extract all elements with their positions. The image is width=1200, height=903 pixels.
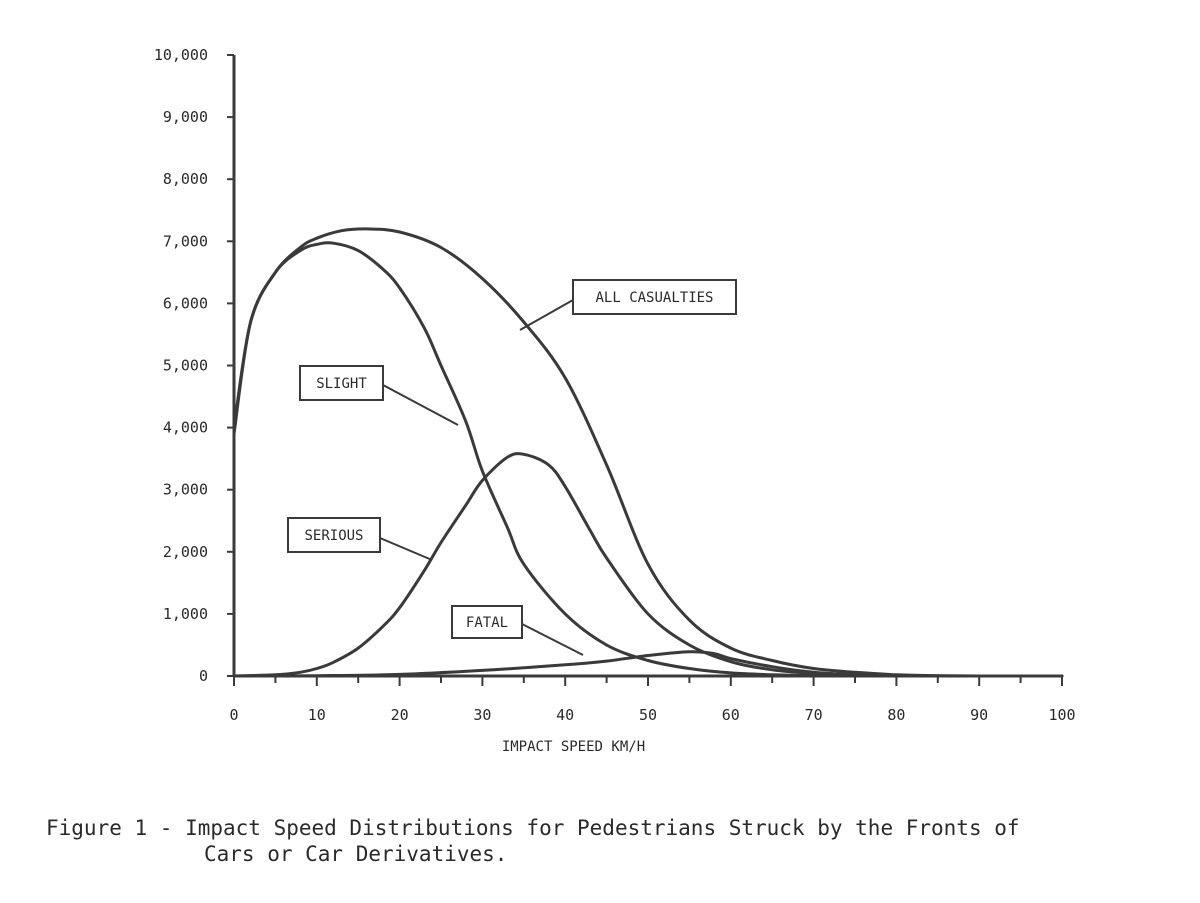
- callout-leader-slight: [382, 384, 459, 426]
- x-tick-label: 70: [805, 706, 823, 724]
- series-line-all-casualties: [232, 227, 1064, 678]
- callout-label-fatal: FATAL: [466, 615, 508, 631]
- x-tick-label: 60: [722, 706, 740, 724]
- y-tick-label: 1,000: [163, 605, 208, 623]
- callout-box-serious: [287, 517, 381, 553]
- x-tick-label: 50: [639, 706, 657, 724]
- x-tick-label: 0: [229, 706, 238, 724]
- ticks: 0 1,000 2,000 3,000 4,000 5,000 6,000 7,000 8,00…: [154, 46, 1076, 755]
- x-tick-label: 100: [1048, 706, 1075, 724]
- callout-label-slight: SLIGHT: [316, 376, 367, 392]
- x-tick-label: 30: [473, 706, 491, 724]
- callout-leader-all-casualties: [519, 299, 574, 331]
- callout-label-serious: SERIOUS: [304, 528, 363, 544]
- y-tick-label: 4,000: [163, 419, 208, 437]
- callout-box-all-casualties: [572, 279, 737, 315]
- y-tick-label: 10,000: [154, 46, 208, 64]
- chart: 0 1,000 2,000 3,000 4,000 5,000 6,000 7,000 8,00…: [154, 46, 1076, 755]
- x-tick-label: 80: [887, 706, 905, 724]
- x-tick-label: 10: [308, 706, 326, 724]
- callout-leader-serious: [379, 537, 433, 561]
- y-tick-label: 0: [199, 667, 208, 685]
- series-line-slight: [232, 241, 1064, 678]
- y-tick-label: 7,000: [163, 232, 208, 250]
- x-tick-label: 90: [970, 706, 988, 724]
- x-tick-label: 40: [556, 706, 574, 724]
- x-tick-label: 20: [391, 706, 409, 724]
- callout-box-fatal: [451, 605, 523, 639]
- series-line-fatal: [232, 650, 1064, 678]
- y-tick-label: 6,000: [163, 294, 208, 312]
- y-tick-label: 9,000: [163, 108, 208, 126]
- callout-box-slight: [299, 365, 384, 401]
- y-tick-label: 8,000: [163, 170, 208, 188]
- callouts: ALL CASUALTIES SLIGHT SERIOUS FATAL: [287, 279, 737, 656]
- y-tick-label: 2,000: [163, 543, 208, 561]
- y-tick-label: 5,000: [163, 357, 208, 375]
- callout-leader-fatal: [521, 623, 584, 656]
- caption-line-2: Cars or Car Derivatives.: [204, 842, 508, 866]
- caption-line-1: Figure 1 - Impact Speed Distributions fo…: [46, 816, 1020, 840]
- x-axis-title: IMPACT SPEED KM/H: [502, 739, 645, 755]
- figure-caption: Figure 1 - Impact Speed Distributions fo…: [46, 815, 1176, 867]
- callout-label-all-casualties: ALL CASUALTIES: [595, 290, 713, 306]
- series: [232, 227, 1064, 678]
- y-tick-label: 3,000: [163, 481, 208, 499]
